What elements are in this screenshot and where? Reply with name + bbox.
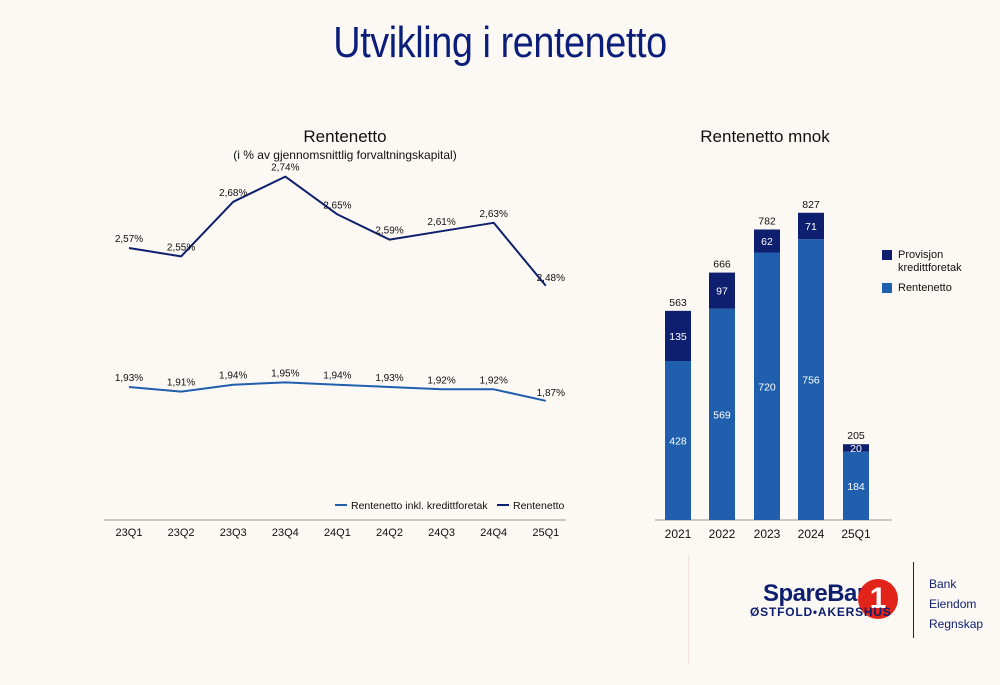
bar-total-label: 563 — [669, 297, 687, 309]
x-tick-label: 24Q2 — [376, 527, 403, 539]
line-chart-subtitle: (i % av gjennomsnittlig forvaltningskapi… — [233, 148, 457, 162]
bar-segment-provisjon — [843, 444, 869, 452]
bar-total-label: 782 — [758, 215, 776, 227]
brand-service-regnskap: Regnskap — [929, 617, 984, 631]
bar-segment-rentenetto — [665, 360, 691, 520]
bar-total-label: 205 — [847, 430, 865, 442]
brand-region: ØSTFOLD•AKERSHUS — [750, 605, 892, 619]
footer-divider — [688, 555, 689, 665]
bar-x-tick-label: 2023 — [754, 527, 781, 541]
bar-value-label: 569 — [713, 409, 731, 421]
bar-value-label: 720 — [758, 381, 776, 393]
bar-segment-provisjon — [709, 272, 735, 309]
data-label: 2,57% — [115, 234, 143, 245]
data-label: 1,92% — [480, 375, 508, 386]
bar-segment-provisjon — [754, 229, 780, 253]
bar-value-label: 135 — [669, 331, 687, 343]
legend-swatch — [882, 250, 892, 260]
legend-label: Rentenetto inkl. kredittforetak — [351, 500, 488, 512]
bar-value-label: 97 — [716, 286, 728, 298]
brand-services: Bank Eiendom Regnskap — [929, 574, 983, 634]
bar-total-label: 827 — [802, 199, 820, 211]
data-label: 1,92% — [427, 375, 455, 386]
data-label: 2,63% — [480, 209, 508, 220]
bar-x-tick-label: 2021 — [665, 527, 692, 541]
bar-total-label: 666 — [713, 259, 731, 271]
bar-x-tick-label: 2022 — [709, 527, 736, 541]
data-label: 1,87% — [537, 388, 565, 399]
brand-divider — [913, 562, 914, 638]
bar-segment-rentenetto — [843, 451, 869, 520]
series-line-inkl-kredittforetak — [128, 381, 547, 402]
legend-label: Provisjon — [898, 249, 943, 261]
data-label: 1,94% — [219, 371, 247, 382]
bar-value-label: 428 — [669, 435, 687, 447]
legend-label: Rentenetto — [898, 282, 952, 294]
page-title: Utvikling i rentenetto — [333, 18, 667, 67]
x-tick-label: 23Q4 — [272, 527, 299, 539]
brand-service-bank: Bank — [929, 577, 957, 591]
bar-value-label: 62 — [761, 236, 773, 248]
bar-value-label: 184 — [847, 481, 865, 493]
bar-segment-provisjon — [798, 212, 824, 240]
x-tick-label: 23Q3 — [220, 527, 247, 539]
brand-service-eiendom: Eiendom — [929, 597, 977, 611]
bar-x-tick-label: 25Q1 — [841, 527, 871, 541]
bar-value-label: 756 — [802, 375, 820, 387]
data-label: 2,48% — [537, 273, 565, 284]
x-tick-label: 24Q4 — [480, 527, 507, 539]
legend-label: kredittforetak — [898, 262, 962, 274]
data-label: 1,94% — [323, 371, 351, 382]
bar-segment-rentenetto — [709, 308, 735, 520]
bar-value-label: 71 — [805, 221, 817, 233]
data-label: 1,93% — [115, 373, 143, 384]
data-label: 2,59% — [375, 226, 403, 237]
data-label: 1,93% — [375, 373, 403, 384]
data-label: 2,68% — [219, 188, 247, 199]
x-tick-label: 23Q1 — [116, 527, 143, 539]
bar-x-tick-label: 2024 — [798, 527, 825, 541]
x-tick-label: 23Q2 — [168, 527, 195, 539]
bar-segment-provisjon — [665, 310, 691, 361]
bar-value-label: 20 — [850, 443, 862, 455]
bar-segment-rentenetto — [798, 239, 824, 520]
x-tick-label: 24Q3 — [428, 527, 455, 539]
data-label: 1,91% — [167, 378, 195, 389]
data-label: 2,55% — [167, 242, 195, 253]
legend-swatch — [882, 283, 892, 293]
legend-label: Rentenetto — [513, 500, 565, 512]
bar-segment-rentenetto — [754, 252, 780, 520]
x-tick-label: 25Q1 — [532, 527, 559, 539]
x-tick-label: 24Q1 — [324, 527, 351, 539]
data-label: 2,65% — [323, 200, 351, 211]
brand-mark: 1 — [858, 579, 898, 619]
data-label: 1,95% — [271, 368, 299, 379]
line-chart-title: Rentenetto — [303, 127, 387, 146]
series-line-rentenetto — [128, 175, 547, 287]
data-label: 2,74% — [271, 163, 299, 174]
bar-chart-title: Rentenetto mnok — [700, 127, 830, 146]
data-label: 2,61% — [427, 217, 455, 228]
